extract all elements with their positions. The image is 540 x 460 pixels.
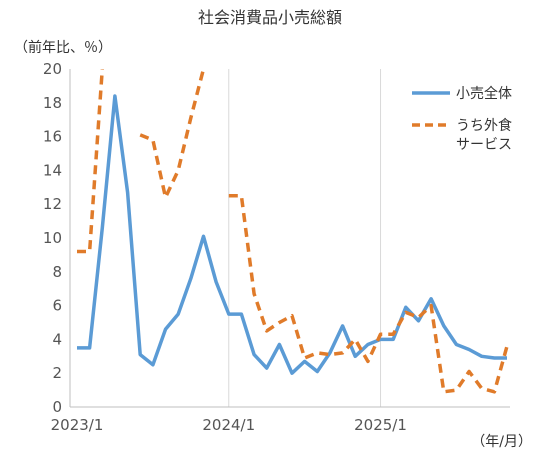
y-tick-label: 10 xyxy=(43,229,62,247)
y-tick-label: 6 xyxy=(52,297,62,315)
y-tick-label: 2 xyxy=(52,364,62,382)
legend-label-dining: うち外食サービス xyxy=(456,117,512,153)
series-line-dining xyxy=(77,69,509,394)
y-axis-unit-label: （前年比、％） xyxy=(14,39,112,56)
chart-title: 社会消費品小売総額 xyxy=(198,8,342,27)
x-axis-unit-label: （年/月） xyxy=(471,434,532,450)
y-tick-label: 8 xyxy=(52,263,62,281)
legend-label-retail: 小売全体 xyxy=(456,85,512,102)
y-tick-label: 18 xyxy=(43,94,62,112)
y-tick-label: 4 xyxy=(52,330,62,348)
y-tick-label: 20 xyxy=(43,60,62,78)
x-tick-label: 2023/1 xyxy=(51,416,104,434)
legend: 小売全体 うち外食サービス xyxy=(412,85,512,153)
grid-lines xyxy=(228,69,382,407)
x-tick-labels: 2023/1 2024/1 2025/1 xyxy=(51,416,407,434)
x-tick-label: 2025/1 xyxy=(354,416,407,434)
legend-label-line-2: サービス xyxy=(456,137,512,153)
legend-label-line-1: うち外食 xyxy=(456,117,512,134)
y-tick-label: 12 xyxy=(43,195,62,213)
y-tick-labels: 0 2 4 6 8 10 12 14 16 18 20 xyxy=(43,60,62,416)
axes xyxy=(69,69,510,408)
y-tick-label: 14 xyxy=(43,161,62,179)
x-tick-label: 2024/1 xyxy=(202,416,255,434)
y-tick-label: 16 xyxy=(43,128,62,146)
series-lines xyxy=(77,69,509,394)
y-tick-label: 0 xyxy=(52,398,62,416)
series-line-retail xyxy=(77,94,507,375)
